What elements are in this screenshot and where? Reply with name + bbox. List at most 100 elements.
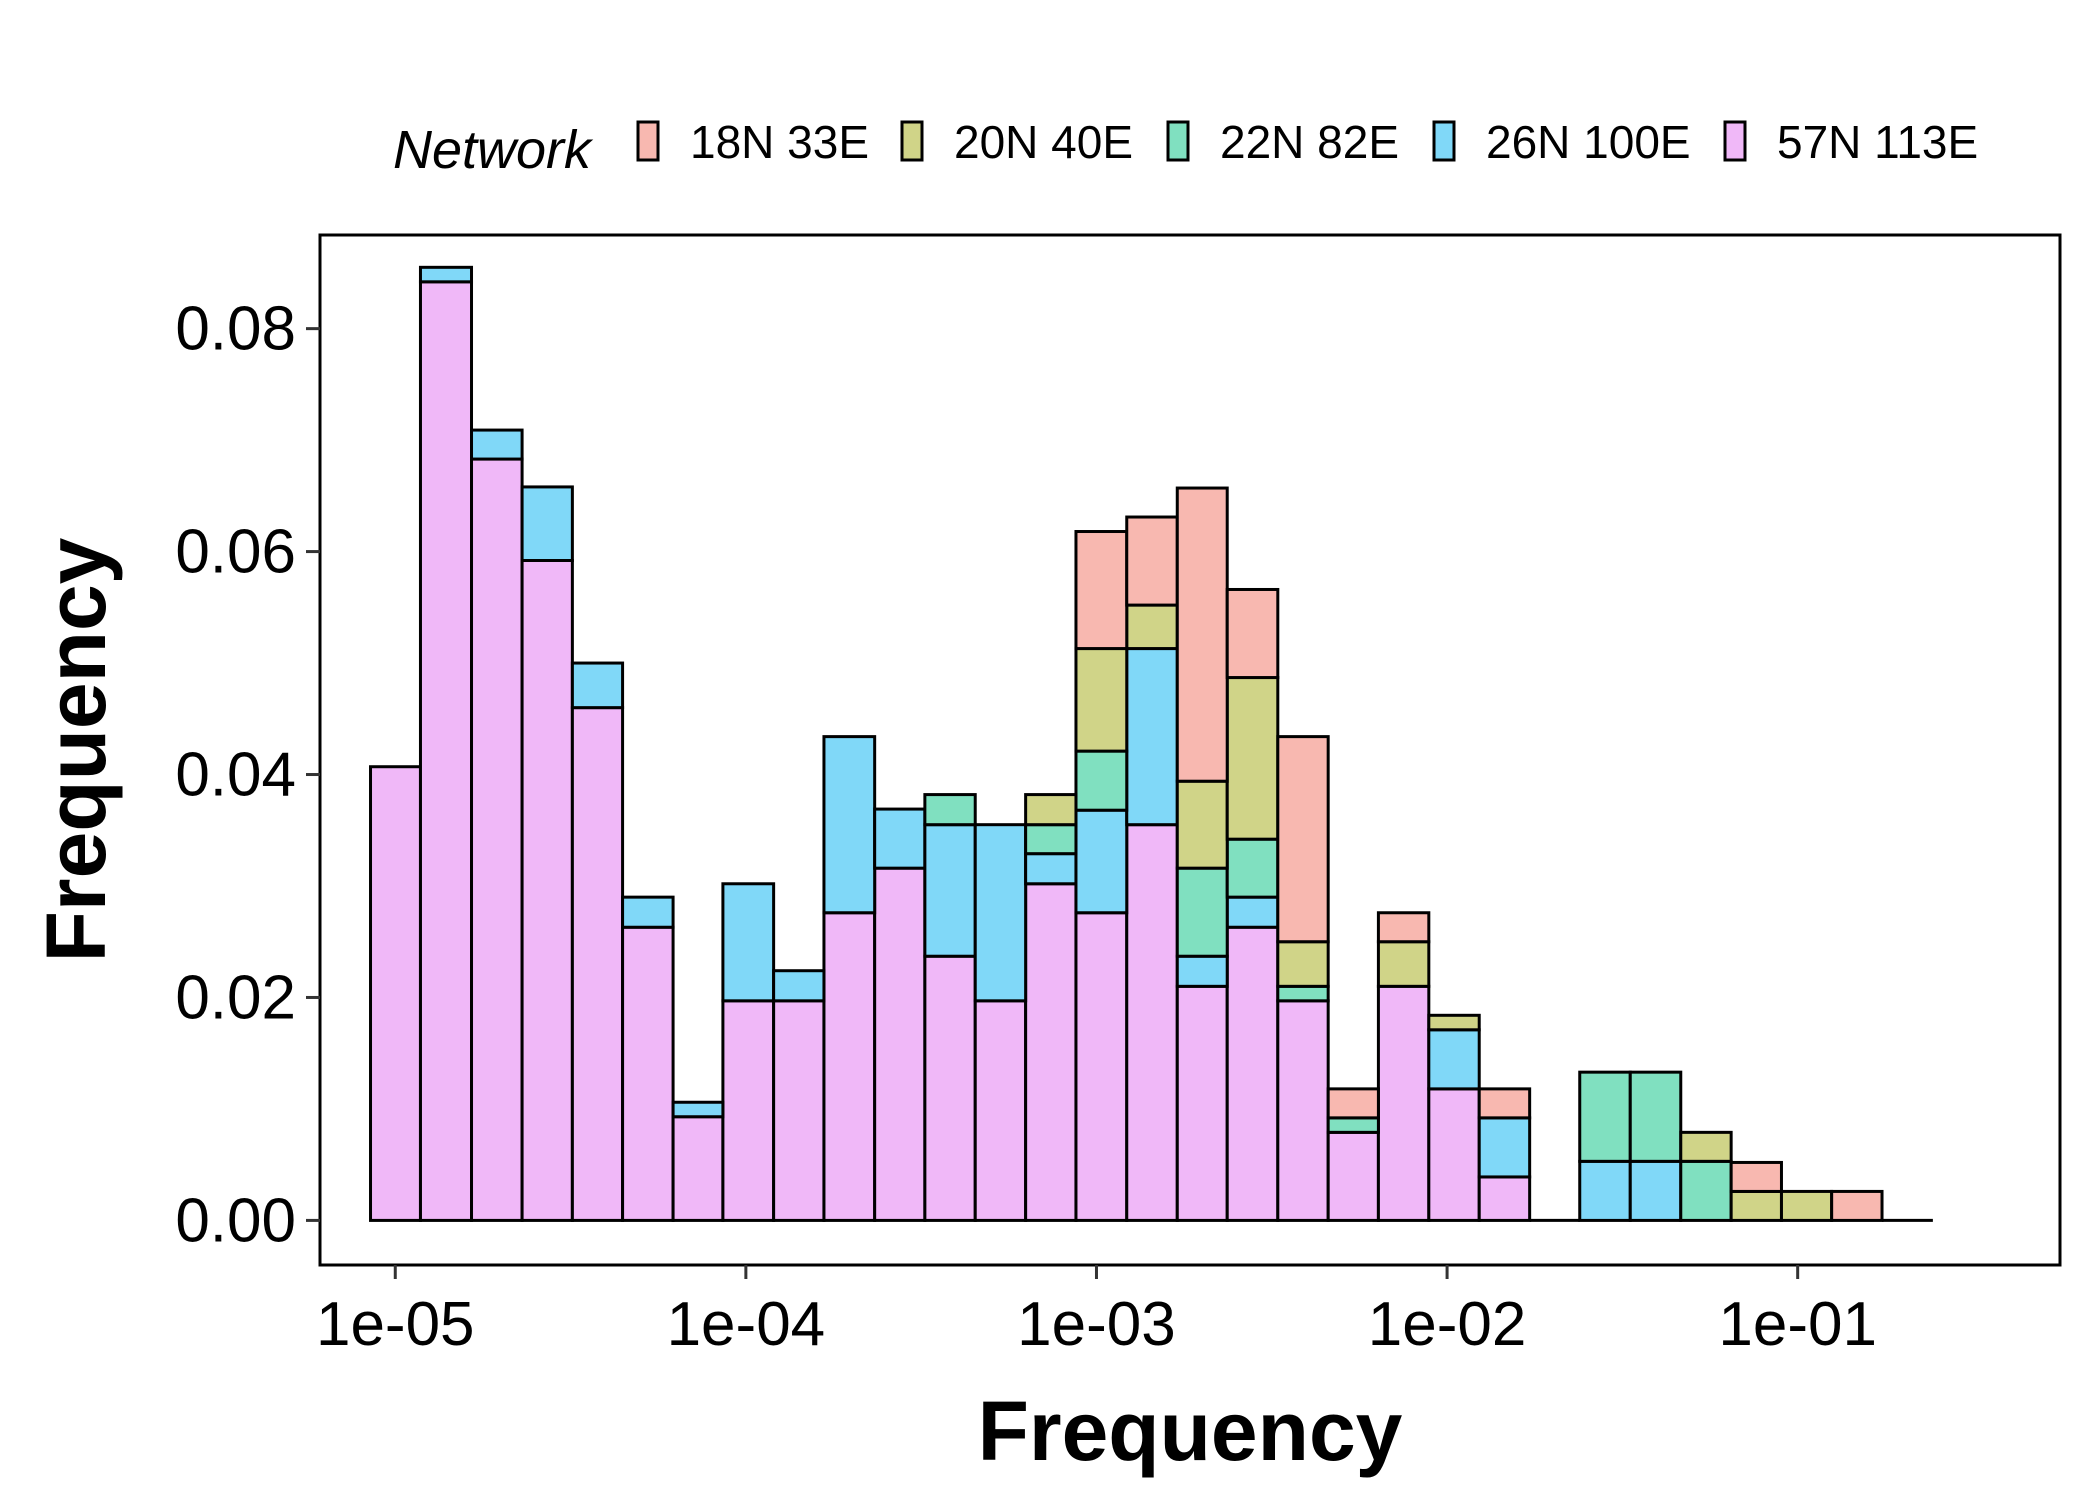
bar-57n-113e-bin-16 bbox=[1125, 823, 1179, 1222]
bar-20n-40e-bin-22 bbox=[1427, 1013, 1481, 1032]
bar-22n-82e-bin-25 bbox=[1578, 1070, 1632, 1163]
x-tick-label-0: 1e-05 bbox=[316, 1290, 475, 1359]
legend-label-20n-40e: 20N 40E bbox=[954, 116, 1133, 168]
legend-key-57n-113e bbox=[1723, 120, 1747, 162]
bar-57n-113e-bin-23 bbox=[1477, 1175, 1532, 1222]
bar-57n-113e-bin-18 bbox=[1225, 925, 1280, 1222]
bar-57n-113e-bin-13 bbox=[973, 999, 1028, 1222]
bar-57n-113e-bin-20 bbox=[1326, 1130, 1380, 1222]
bar-26n-100e-bin-15 bbox=[1074, 808, 1129, 915]
bar-18n-33e-bin-20 bbox=[1326, 1087, 1380, 1120]
axes: 0.00 0.02 0.04 0.06 0.08 1e-05 1e-04 1e-03 1e-02… bbox=[175, 235, 2060, 1359]
bar-18n-33e-bin-15 bbox=[1074, 530, 1129, 651]
bar-57n-113e-bin-8 bbox=[721, 999, 776, 1222]
bar-26n-100e-bin-16 bbox=[1125, 647, 1179, 827]
bar-26n-100e-bin-2 bbox=[418, 265, 474, 284]
bar-26n-100e-bin-25 bbox=[1578, 1159, 1632, 1222]
bar-26n-100e-bin-8 bbox=[721, 882, 776, 1003]
legend-item-26n-100e: 26N 100E bbox=[1432, 116, 1691, 168]
bar-26n-100e-bin-5 bbox=[570, 661, 625, 710]
bar-57n-113e-bin-5 bbox=[570, 706, 625, 1222]
bar-20n-40e-bin-15 bbox=[1074, 647, 1129, 753]
bar-57n-113e-bin-14 bbox=[1024, 882, 1078, 1222]
legend-title: Network bbox=[393, 120, 594, 180]
bar-57n-113e-bin-15 bbox=[1074, 911, 1129, 1222]
y-tick-label-1: 0.02 bbox=[175, 963, 296, 1032]
bar-26n-100e-bin-18 bbox=[1225, 895, 1280, 929]
bar-57n-113e-bin-11 bbox=[873, 866, 927, 1222]
y-tick-label-0: 0.00 bbox=[175, 1186, 296, 1255]
bar-57n-113e-bin-17 bbox=[1175, 984, 1229, 1222]
bar-57n-113e-bin-22 bbox=[1427, 1087, 1481, 1222]
bar-57n-113e-bin-9 bbox=[772, 999, 826, 1222]
bar-20n-40e-bin-28 bbox=[1729, 1189, 1783, 1222]
bar-20n-40e-bin-19 bbox=[1276, 940, 1330, 988]
bar-57n-113e-bin-10 bbox=[822, 911, 877, 1222]
bar-18n-33e-bin-28 bbox=[1729, 1160, 1783, 1193]
bar-26n-100e-bin-3 bbox=[470, 428, 524, 461]
bar-26n-100e-bin-14 bbox=[1024, 852, 1078, 886]
bar-18n-33e-bin-19 bbox=[1276, 735, 1330, 944]
y-tick-label-3: 0.06 bbox=[175, 518, 296, 587]
bar-18n-33e-bin-30 bbox=[1830, 1189, 1884, 1222]
bar-26n-100e-bin-6 bbox=[621, 895, 675, 929]
legend-item-57n-113e: 57N 113E bbox=[1723, 116, 1978, 168]
bar-57n-113e-bin-19 bbox=[1276, 999, 1330, 1222]
y-tick-label-4: 0.08 bbox=[175, 295, 296, 364]
legend-label-22n-82e: 22N 82E bbox=[1220, 116, 1399, 168]
bar-18n-33e-bin-18 bbox=[1225, 587, 1280, 680]
bar-26n-100e-bin-13 bbox=[973, 823, 1028, 1003]
bar-22n-82e-bin-14 bbox=[1024, 823, 1078, 856]
legend-item-18n-33e: 18N 33E bbox=[636, 116, 869, 168]
legend-key-26n-100e bbox=[1432, 120, 1456, 162]
bar-26n-100e-bin-11 bbox=[873, 807, 927, 870]
legend-item-20n-40e: 20N 40E bbox=[900, 116, 1133, 168]
legend-label-26n-100e: 26N 100E bbox=[1486, 116, 1691, 168]
bar-57n-113e-bin-6 bbox=[621, 925, 675, 1222]
bar-18n-33e-bin-23 bbox=[1477, 1087, 1532, 1120]
legend-key-18n-33e bbox=[636, 120, 660, 162]
bar-26n-100e-bin-9 bbox=[772, 969, 826, 1003]
bar-20n-40e-bin-27 bbox=[1679, 1130, 1733, 1163]
bar-57n-113e-bin-12 bbox=[923, 954, 977, 1222]
bar-18n-33e-bin-21 bbox=[1376, 911, 1431, 944]
bar-26n-100e-bin-26 bbox=[1628, 1159, 1683, 1222]
legend-key-22n-82e bbox=[1166, 120, 1190, 162]
bar-26n-100e-bin-22 bbox=[1427, 1028, 1481, 1091]
bar-22n-82e-bin-18 bbox=[1225, 837, 1280, 899]
bar-22n-82e-bin-17 bbox=[1175, 866, 1229, 958]
bar-22n-82e-bin-15 bbox=[1074, 749, 1129, 812]
legend: Network 18N 33E 20N 40E 22N 82E 26N 100E 57N… bbox=[393, 116, 1978, 180]
bar-57n-113e-bin-3 bbox=[470, 457, 524, 1222]
bar-20n-40e-bin-18 bbox=[1225, 676, 1280, 841]
x-tick-label-4: 1e-01 bbox=[1718, 1290, 1877, 1359]
legend-label-18n-33e: 18N 33E bbox=[690, 116, 869, 168]
legend-key-20n-40e bbox=[900, 120, 924, 162]
bar-57n-113e-bin-1 bbox=[369, 765, 422, 1222]
bar-20n-40e-bin-16 bbox=[1125, 603, 1179, 651]
bar-20n-40e-bin-14 bbox=[1024, 793, 1078, 827]
bar-57n-113e-bin-21 bbox=[1376, 984, 1431, 1222]
bar-22n-82e-bin-20 bbox=[1326, 1116, 1380, 1134]
bar-22n-82e-bin-27 bbox=[1679, 1159, 1733, 1222]
x-tick-label-3: 1e-02 bbox=[1368, 1290, 1527, 1359]
legend-item-22n-82e: 22N 82E bbox=[1166, 116, 1399, 168]
legend-label-57n-113e: 57N 113E bbox=[1777, 116, 1978, 168]
bar-20n-40e-bin-17 bbox=[1175, 779, 1229, 870]
bar-26n-100e-bin-12 bbox=[923, 823, 977, 958]
x-axis-title: Frequency bbox=[978, 1384, 1403, 1478]
bar-20n-40e-bin-21 bbox=[1376, 940, 1431, 988]
bar-18n-33e-bin-17 bbox=[1175, 486, 1229, 783]
bar-26n-100e-bin-17 bbox=[1175, 954, 1229, 988]
bars bbox=[369, 265, 1933, 1222]
bar-26n-100e-bin-10 bbox=[822, 735, 877, 915]
y-axis-title: Frequency bbox=[29, 537, 123, 962]
y-tick-label-2: 0.04 bbox=[175, 741, 296, 810]
bar-57n-113e-bin-4 bbox=[520, 558, 574, 1222]
bar-22n-82e-bin-12 bbox=[923, 793, 977, 827]
bar-26n-100e-bin-4 bbox=[520, 485, 574, 562]
x-tick-label-1: 1e-04 bbox=[667, 1290, 826, 1359]
bar-22n-82e-bin-19 bbox=[1276, 984, 1330, 1003]
bar-18n-33e-bin-16 bbox=[1125, 515, 1179, 607]
